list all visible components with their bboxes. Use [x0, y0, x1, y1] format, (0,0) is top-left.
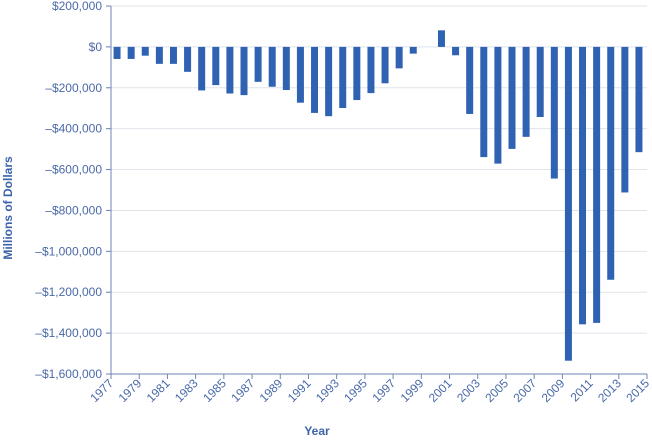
x-tick-label: 2011	[568, 376, 596, 404]
bar-1994	[353, 46, 361, 101]
bar-1988	[268, 46, 276, 87]
bar-2010	[579, 46, 587, 325]
bar-1993	[339, 46, 347, 109]
x-tick-label: 1995	[341, 376, 370, 405]
bar-2011	[593, 46, 601, 323]
x-tick-label: 1999	[398, 376, 427, 405]
bar-1982	[184, 46, 192, 72]
x-tick-label: 2007	[510, 376, 539, 405]
bar-2004	[494, 46, 502, 164]
bar-2009	[564, 46, 572, 361]
y-tick-label: –$1,200,000	[35, 285, 102, 299]
y-tick-label: –$200,000	[45, 81, 102, 95]
bar-2005	[508, 46, 516, 149]
x-tick-label: 2005	[482, 376, 511, 405]
bar-2000	[437, 30, 445, 47]
bar-2001	[452, 46, 460, 56]
y-axis-title: Millions of Dollars	[1, 156, 15, 260]
x-tick-label: 1997	[369, 376, 398, 405]
bar-1984	[212, 46, 220, 86]
bar-1978	[127, 46, 135, 59]
bar-2013	[621, 46, 629, 193]
x-tick-label: 2001	[426, 376, 455, 405]
bar-1986	[240, 46, 248, 96]
bar-1997	[395, 46, 403, 69]
x-axis-title: Year	[304, 424, 330, 438]
bar-1998	[409, 46, 417, 54]
x-tick-label: 2013	[595, 376, 624, 405]
bars	[113, 30, 643, 361]
x-tick-label: 2015	[623, 376, 652, 405]
y-tick-label: –$800,000	[45, 203, 102, 217]
bar-2002	[466, 46, 474, 114]
bar-1991	[311, 46, 319, 113]
x-tick-label: 1979	[116, 376, 145, 405]
bar-2014	[635, 46, 643, 153]
bar-1995	[367, 46, 375, 94]
bar-2003	[480, 46, 488, 158]
bar-1985	[226, 46, 234, 94]
x-axis-ticks	[110, 374, 648, 379]
y-tick-label: –$1,600,000	[35, 367, 102, 381]
x-tick-label: 2003	[454, 376, 483, 405]
x-tick-label: 2009	[539, 376, 568, 405]
bar-2012	[607, 46, 615, 280]
bar-2007	[536, 46, 544, 118]
x-tick-label: 1981	[144, 376, 173, 405]
x-tick-label: 1985	[200, 376, 229, 405]
bar-2008	[550, 46, 558, 179]
bar-1979	[141, 46, 149, 56]
x-axis-tick-labels: 1977 1979 1981 1983 1985 1987 1989 1991 1993 1995…	[87, 376, 652, 405]
x-tick-label: 1983	[172, 376, 201, 405]
y-tick-label: –$1,000,000	[35, 244, 102, 258]
y-tick-label: –$400,000	[45, 122, 102, 136]
y-tick-label: $0	[89, 40, 103, 54]
bar-1983	[198, 46, 206, 91]
y-tick-label: –$600,000	[45, 163, 102, 177]
bar-1992	[325, 46, 333, 117]
x-tick-label: 1991	[285, 376, 314, 405]
x-tick-label: 1987	[228, 376, 257, 405]
y-tick-label: $200,000	[52, 0, 102, 13]
bar-1977	[113, 46, 121, 59]
y-tick-label: –$1,400,000	[35, 326, 102, 340]
bar-2006	[522, 46, 530, 137]
bar-1990	[296, 46, 304, 103]
bar-1987	[254, 46, 262, 82]
bar-1981	[169, 46, 177, 64]
bar-1989	[282, 46, 290, 91]
x-tick-label: 1989	[257, 376, 286, 405]
y-axis-tick-labels: $200,000 $0 –$200,000 –$400,000 –$600,000 –$8…	[35, 0, 102, 381]
bar-1980	[155, 46, 163, 64]
bar-1996	[381, 46, 389, 84]
x-tick-label: 1993	[313, 376, 342, 405]
